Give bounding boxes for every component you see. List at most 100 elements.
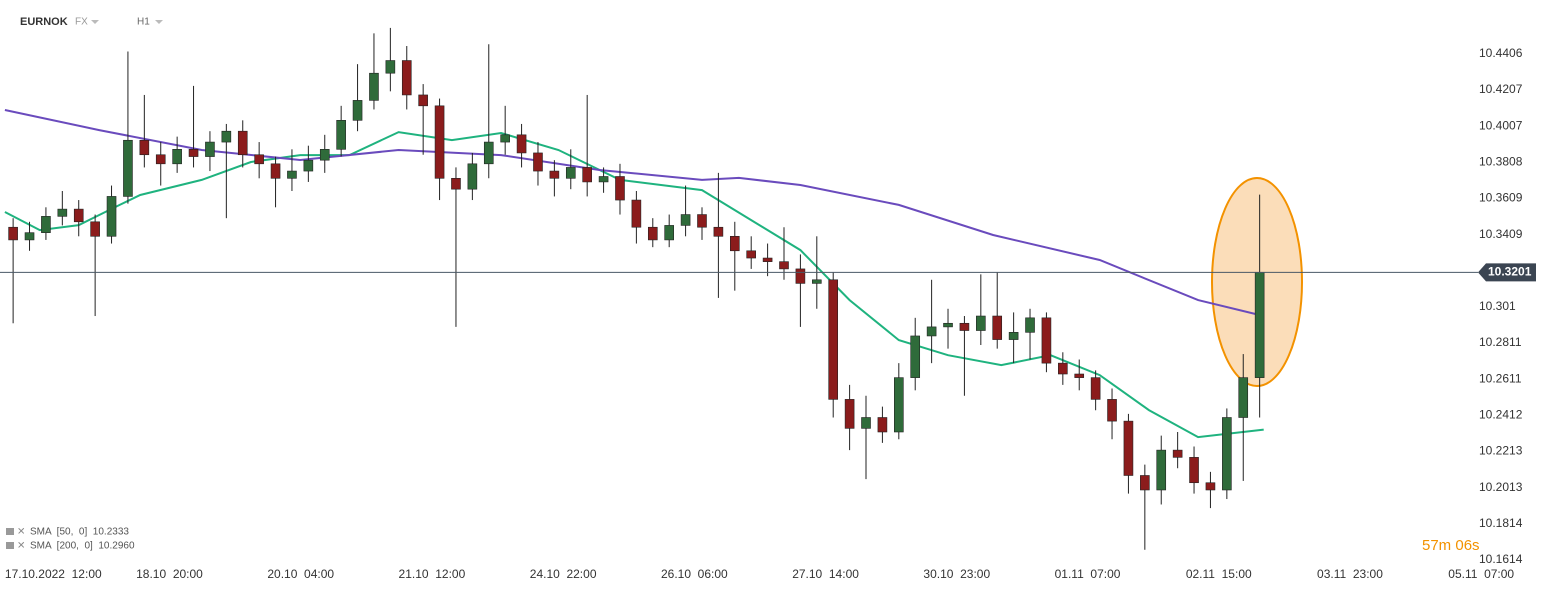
y-tick-label: 10.1614 [1479, 552, 1523, 566]
candle-body [910, 335, 921, 378]
x-tick-label: 02.11 15:00 [1186, 567, 1252, 581]
candle-body [795, 268, 806, 284]
candle-body [106, 196, 117, 237]
symbol[interactable]: EURNOK [20, 16, 68, 28]
candle-body [762, 257, 773, 262]
candle-body [598, 176, 609, 183]
candle-body [680, 214, 691, 226]
candle-body [877, 417, 888, 433]
y-tick-label: 10.3609 [1479, 191, 1523, 205]
x-tick-label: 21.10 12:00 [399, 567, 466, 581]
candle-body [123, 139, 133, 197]
y-tick-label: 10.301 [1479, 299, 1516, 313]
candle-body [746, 250, 756, 259]
y-tick-label: 10.3808 [1479, 155, 1523, 169]
y-tick-label: 10.2013 [1479, 480, 1523, 494]
candle-body [155, 154, 166, 165]
candle-body [401, 60, 412, 96]
x-tick-label: 30.10 23:00 [923, 567, 990, 581]
candle-body [959, 322, 970, 331]
candle-body [90, 221, 100, 237]
candle-body [237, 130, 248, 156]
candle-body [188, 149, 199, 157]
y-tick-label: 10.2811 [1479, 335, 1522, 349]
candle-body [1123, 420, 1134, 476]
candle-body [943, 322, 953, 328]
y-tick-label: 10.4207 [1479, 82, 1523, 96]
candle-body [451, 178, 461, 190]
y-tick-label: 10.4406 [1479, 46, 1523, 60]
candle-body [631, 199, 642, 228]
candle-body [319, 149, 330, 161]
candle-body [713, 226, 724, 237]
market[interactable]: FX [75, 17, 88, 28]
candle-body [615, 176, 625, 201]
interval[interactable]: H1 [137, 17, 150, 28]
candle-body [205, 141, 215, 157]
candle-body [844, 399, 855, 429]
candle-body [1254, 272, 1265, 378]
candle-body [385, 60, 396, 74]
candle-body [779, 261, 789, 270]
candle-body [1058, 362, 1068, 375]
candle-timer: 57m 06s [1422, 537, 1480, 554]
candle-body [139, 139, 150, 156]
sma-line [4, 109, 1264, 317]
last-price-box [1478, 263, 1536, 282]
candle-body [1222, 417, 1232, 491]
x-tick-label: 27.10 14:00 [792, 567, 859, 581]
candle-body [533, 152, 543, 172]
candle-body [729, 235, 740, 252]
candle-body [303, 159, 314, 172]
x-tick-label: 24.10 22:00 [530, 567, 597, 581]
dropdown-caret[interactable] [155, 20, 163, 24]
candle-body [647, 226, 658, 241]
candle-body [287, 170, 297, 179]
y-tick-label: 10.2213 [1479, 444, 1523, 458]
sma-line [4, 131, 1264, 439]
candle-body [41, 216, 51, 233]
candle-body [516, 134, 527, 154]
candle-body [467, 163, 478, 190]
x-tick-label: 26.10 06:00 [661, 567, 728, 581]
x-tick-label: 20.10 04:00 [267, 567, 334, 581]
candle-body [500, 134, 510, 143]
candle-body [1107, 399, 1117, 422]
candle-body [483, 141, 494, 165]
x-tick-label: 05.11 07:00 [1448, 567, 1514, 581]
x-tick-label: 17.10.2022 12:00 [5, 567, 102, 581]
candle-body [1025, 317, 1035, 333]
dropdown-caret[interactable] [91, 20, 99, 24]
candle-body [254, 154, 264, 165]
y-tick-label: 10.4007 [1479, 118, 1523, 132]
legend-close: ✕ [17, 541, 25, 552]
candle-body [926, 326, 937, 337]
candle-body [664, 225, 674, 241]
candle-body [1205, 482, 1216, 491]
candle-body [172, 149, 182, 165]
candle-body [812, 279, 822, 284]
candle-body [57, 208, 68, 217]
legend-entry: SMA [200, 0] 10.2960 [30, 541, 135, 552]
candle-body [1156, 449, 1167, 491]
candle-body [582, 167, 592, 183]
candle-body [418, 94, 428, 107]
candle-body [1041, 317, 1052, 364]
candle-body [992, 315, 1003, 340]
x-tick-label: 01.11 07:00 [1055, 567, 1121, 581]
candle-body [828, 279, 839, 400]
candle-body [369, 72, 379, 101]
y-tick-label: 10.3409 [1479, 227, 1523, 241]
x-tick-label: 18.10 20:00 [136, 567, 203, 581]
candle-body [352, 100, 363, 121]
y-tick-label: 10.2412 [1479, 407, 1523, 421]
legend-close: ✕ [17, 527, 25, 538]
candle-body [1090, 377, 1101, 400]
last-price-label: 10.3201 [1488, 265, 1532, 279]
candle-body [24, 232, 35, 241]
candle-body [1189, 457, 1199, 484]
candle-body [565, 167, 576, 179]
candle-body [976, 315, 986, 331]
candle-body [894, 377, 904, 433]
